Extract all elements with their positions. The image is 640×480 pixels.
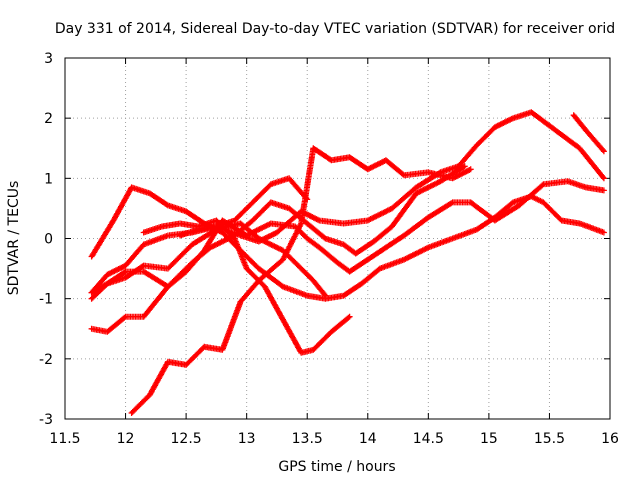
x-tick-label: 14.5: [413, 431, 444, 447]
x-tick-label: 13.5: [292, 431, 323, 447]
y-tick-label: -1: [39, 292, 53, 308]
x-tick-label: 12: [117, 431, 135, 447]
x-tick-label: 13: [238, 431, 256, 447]
chart-title: Day 331 of 2014, Sidereal Day-to-day VTE…: [55, 21, 615, 37]
y-tick-label: 1: [44, 171, 53, 187]
y-tick-label: 0: [44, 232, 53, 248]
data-series-sat-h: [177, 175, 311, 239]
x-tick-label: 15: [480, 431, 498, 447]
series-layer: [88, 109, 607, 416]
y-axis-label: SDTVAR / TECUs: [6, 181, 22, 296]
x-tick-label: 16: [601, 431, 619, 447]
data-series-sat-i: [570, 112, 607, 155]
x-tick-label: 15.5: [534, 431, 565, 447]
x-tick-label: 12.5: [171, 431, 202, 447]
data-series-sat-e: [88, 178, 607, 335]
y-tick-label: 3: [44, 51, 53, 67]
y-tick-label: -3: [39, 412, 53, 428]
data-series-sat-g: [140, 217, 353, 356]
data-series-sat-f: [128, 145, 474, 416]
x-tick-label: 14: [359, 431, 377, 447]
y-tick-label: -2: [39, 352, 53, 368]
x-tick-label: 11.5: [49, 431, 80, 447]
y-tick-label: 2: [44, 111, 53, 127]
x-axis-label: GPS time / hours: [278, 459, 395, 475]
